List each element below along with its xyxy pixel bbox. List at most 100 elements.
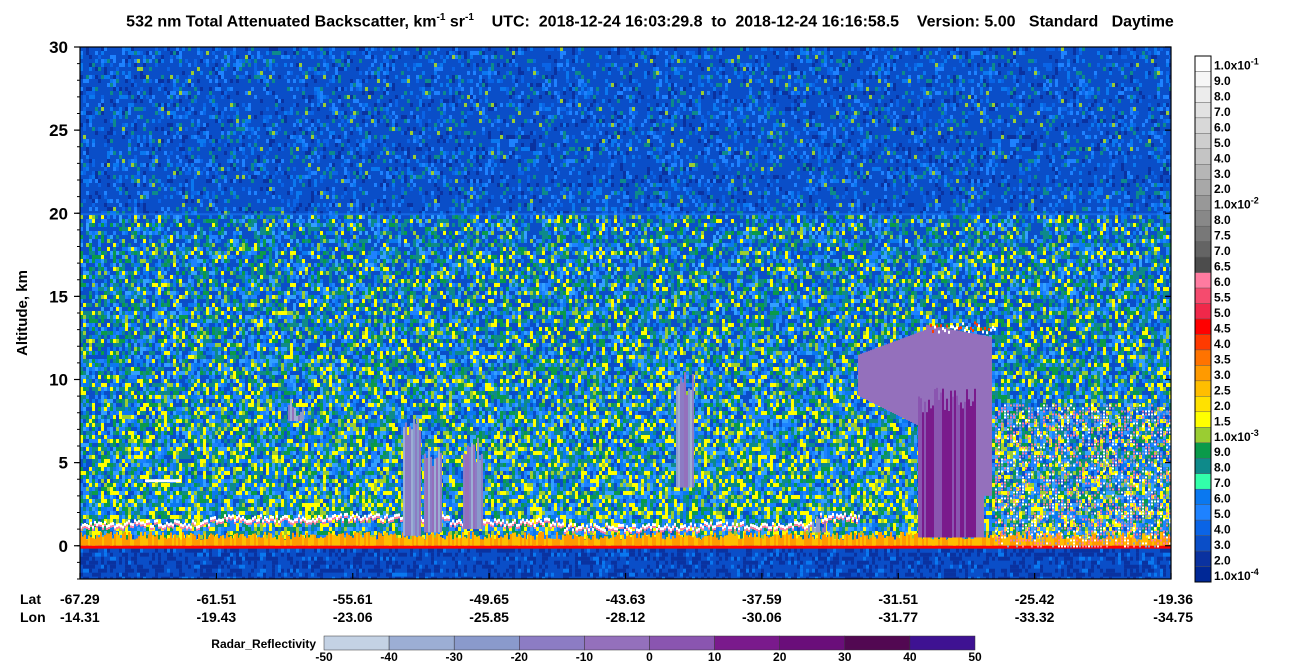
colorbar-swatch [1195,56,1211,71]
x-tick-lon: -28.12 [606,609,646,625]
radar-colorbar-swatch [650,636,715,650]
colorbar-swatch [1195,381,1211,396]
colorbar-label: 7.0 [1214,476,1231,490]
x-tick-lon: -23.06 [333,609,373,625]
colorbar-label: 4.0 [1214,151,1231,165]
colorbar-swatch [1195,273,1211,288]
radar-colorbar-tick: 30 [838,650,852,664]
radar-colorbar-swatch [519,636,584,650]
colorbar-swatch [1195,195,1211,210]
colorbar-swatch [1195,242,1211,257]
y-tick-label: 30 [49,38,68,57]
colorbar-label: 6.5 [1214,260,1231,274]
colorbar-label: 3.0 [1214,368,1231,382]
colorbar-swatch [1195,474,1211,489]
radar-colorbar-swatch [910,636,975,650]
colorbar-swatch [1195,211,1211,226]
radar-colorbar-tick: -30 [446,650,464,664]
colorbar-label: 9.0 [1214,445,1231,459]
colorbar-swatch [1195,102,1211,117]
colorbar-swatch [1195,118,1211,133]
x-tick-lon: -33.32 [1015,609,1055,625]
x-axis: -67.29-14.31-61.51-19.43-55.61-23.06-49.… [60,573,1193,625]
colorbar-swatch [1195,396,1211,411]
colorbar-swatch [1195,567,1211,582]
colorbar-label: 5.0 [1214,306,1231,320]
colorbar-swatch [1195,334,1211,349]
colorbar-label: 6.0 [1214,120,1231,134]
colorbar-label: 4.0 [1214,337,1231,351]
x-tick-lat: -55.61 [333,591,373,607]
colorbar-swatch [1195,443,1211,458]
radar-colorbar-tick: 10 [708,650,722,664]
colorbar-label: 2.0 [1214,554,1231,568]
colorbar-swatch [1195,427,1211,442]
colorbar-swatch [1195,71,1211,86]
radar-colorbar-swatch [845,636,910,650]
colorbar-swatch [1195,412,1211,427]
x-tick-lon: -31.77 [878,609,918,625]
colorbar-label: 3.5 [1214,352,1231,366]
colorbar-label: 9.0 [1214,74,1231,88]
backscatter-colorbar: 1.0x10-19.08.07.06.05.04.03.02.01.0x10-2… [1195,56,1259,583]
colorbar-swatch [1195,536,1211,551]
colorbar-swatch [1195,226,1211,241]
x-tick-lat: -61.51 [197,591,237,607]
colorbar-swatch [1195,551,1211,566]
radar-colorbar: -50 -40 -30 -20 -10 0 10 20 30 40 50 [315,636,982,664]
x-tick-lat: -49.65 [469,591,509,607]
colorbar-swatch [1195,304,1211,319]
colorbar-label: 5.5 [1214,291,1231,305]
x-tick-lat: -25.42 [1015,591,1055,607]
colorbar-swatch [1195,180,1211,195]
x-tick-lat: -31.51 [878,591,918,607]
y-tick-label: 0 [59,537,68,556]
radar-colorbar-tick: 0 [646,650,653,664]
x-tick-lon: -19.43 [197,609,237,625]
x-tick-lon: -34.75 [1153,609,1193,625]
radar-colorbar-swatch [454,636,519,650]
x-row-label-lon: Lon [20,609,46,625]
radar-colorbar-label: Radar_Reflectivity [211,637,316,651]
colorbar-label: 6.0 [1214,275,1231,289]
radar-colorbar-tick: 20 [773,650,787,664]
radar-colorbar-swatch [324,636,389,650]
colorbar-label: 2.0 [1214,399,1231,413]
colorbar-label: 1.0x10-1 [1214,56,1259,72]
colorbar-swatch [1195,458,1211,473]
x-tick-lon: -14.31 [60,609,100,625]
x-row-label-lat: Lat [20,591,41,607]
colorbar-label: 3.0 [1214,538,1231,552]
radar-colorbar-tick: -20 [511,650,529,664]
colorbar-label: 8.0 [1214,461,1231,475]
colorbar-label: 2.0 [1214,182,1231,196]
colorbar-label: 1.5 [1214,414,1231,428]
colorbar-label: 3.0 [1214,167,1231,181]
colorbar-swatch [1195,149,1211,164]
y-tick-label: 5 [59,454,68,473]
radar-colorbar-swatch [780,636,845,650]
y-tick-label: 15 [49,287,68,306]
colorbar-label: 8.0 [1214,213,1231,227]
colorbar-label: 7.0 [1214,244,1231,258]
radar-colorbar-tick: -50 [315,650,333,664]
x-tick-lat: -19.36 [1153,591,1193,607]
colorbar-label: 4.0 [1214,523,1231,537]
colorbar-label: 2.5 [1214,383,1231,397]
radar-colorbar-tick: 50 [968,650,982,664]
radar-colorbar-tick: -40 [380,650,398,664]
x-tick-lon: -30.06 [742,609,782,625]
colorbar-swatch [1195,319,1211,334]
y-axis-label: Altitude, km [14,270,31,356]
x-tick-lat: -37.59 [742,591,782,607]
colorbar-label: 6.0 [1214,492,1231,506]
colorbar-label: 1.0x10-2 [1214,196,1259,212]
colorbar-swatch [1195,288,1211,303]
colorbar-swatch [1195,133,1211,148]
y-tick-label: 25 [49,121,68,140]
y-tick-label: 10 [49,371,68,390]
radar-colorbar-swatch [715,636,780,650]
radar-colorbar-tick: 40 [903,650,917,664]
plot-area [80,47,1172,581]
